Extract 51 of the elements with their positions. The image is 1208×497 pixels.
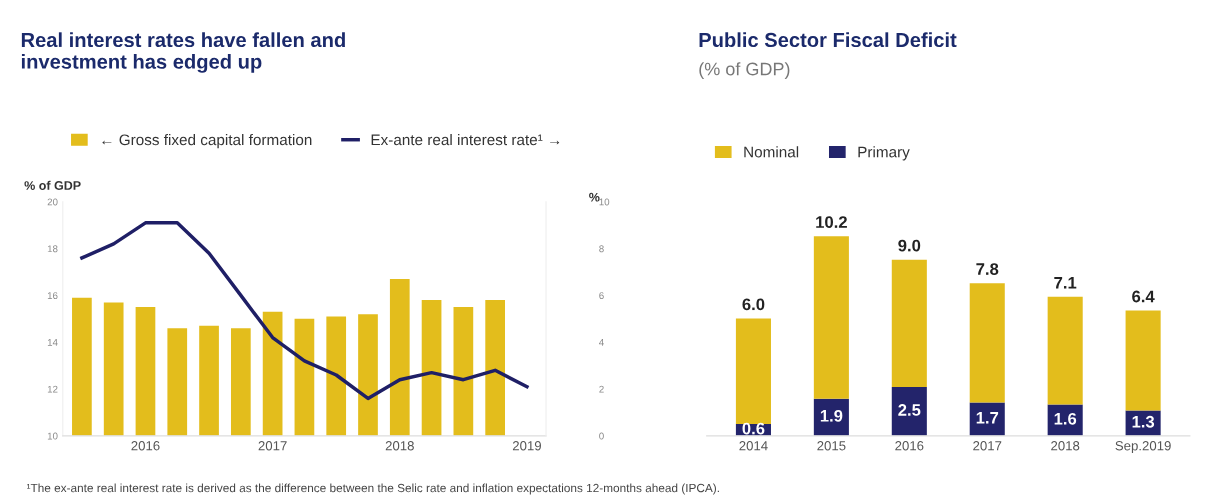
y-tick-label: 10 — [47, 432, 58, 440]
x-tick-label: 2018 — [1051, 441, 1080, 451]
total-label: 10.2 — [816, 216, 847, 228]
bar — [969, 283, 1005, 403]
bar — [1125, 310, 1161, 411]
legend-label: ← Gross fixed capital formation — [102, 134, 312, 149]
x-tick-label: 2015 — [817, 441, 846, 451]
legend-label: Ex-ante real interest rate¹ → — [371, 134, 560, 146]
bar — [813, 236, 849, 399]
data-label: 1.3 — [1132, 415, 1155, 428]
data-label: 2.5 — [898, 404, 921, 416]
total-label: 6.0 — [742, 298, 765, 311]
bar — [891, 259, 927, 387]
data-label: 1.9 — [820, 409, 843, 422]
total-label: 7.1 — [1054, 277, 1077, 289]
chart-title: Public Sector Fiscal Deficit — [699, 32, 957, 48]
x-tick-label: 2016 — [131, 441, 160, 451]
chart-subtitle: (% of GDP) — [699, 62, 790, 79]
x-tick-label: Sep.2019 — [1115, 441, 1171, 454]
text: ¹The ex-ante real interest rate is derived as the difference between the Selic rate and inflation expectations 12-months ahead (IPCA). — [27, 483, 719, 495]
x-tick-label: 2014 — [739, 441, 768, 451]
y2-tick-label: 10 — [599, 198, 610, 206]
y-tick-label: 14 — [47, 339, 58, 346]
total-label: 6.4 — [1132, 290, 1155, 303]
y-axis-title: % of GDP — [24, 180, 81, 190]
bar — [1047, 296, 1083, 405]
y-tick-label: 18 — [47, 245, 58, 253]
total-label: 9.0 — [898, 239, 921, 252]
x-tick-label: 2019 — [512, 441, 541, 451]
y2-axis-title: % — [589, 192, 600, 202]
x-tick-label: 2017 — [258, 441, 287, 451]
x-tick-label: 2016 — [895, 441, 924, 451]
y-tick-label: 12 — [47, 385, 58, 393]
legend-label: Primary — [858, 146, 910, 161]
chart-title: Real interest rates have fallen and investment has edged up — [21, 32, 345, 73]
line-series — [80, 221, 529, 401]
x-tick-label: 2018 — [385, 441, 414, 451]
data-label: 1.7 — [976, 412, 999, 424]
legend-label: Nominal — [744, 146, 799, 158]
y-tick-label: 16 — [47, 292, 58, 300]
y-tick-label: 20 — [47, 198, 58, 206]
data-label: 1.6 — [1054, 412, 1077, 425]
y2-tick-label: 4 — [599, 339, 604, 346]
total-label: 7.8 — [976, 263, 999, 275]
data-label: 0.6 — [742, 422, 765, 435]
y2-tick-label: 0 — [599, 432, 604, 440]
x-tick-label: 2017 — [973, 441, 1002, 451]
y2-tick-label: 6 — [599, 292, 604, 300]
bar — [891, 386, 927, 436]
y2-tick-label: 2 — [599, 385, 604, 393]
y2-tick-label: 8 — [599, 245, 604, 253]
